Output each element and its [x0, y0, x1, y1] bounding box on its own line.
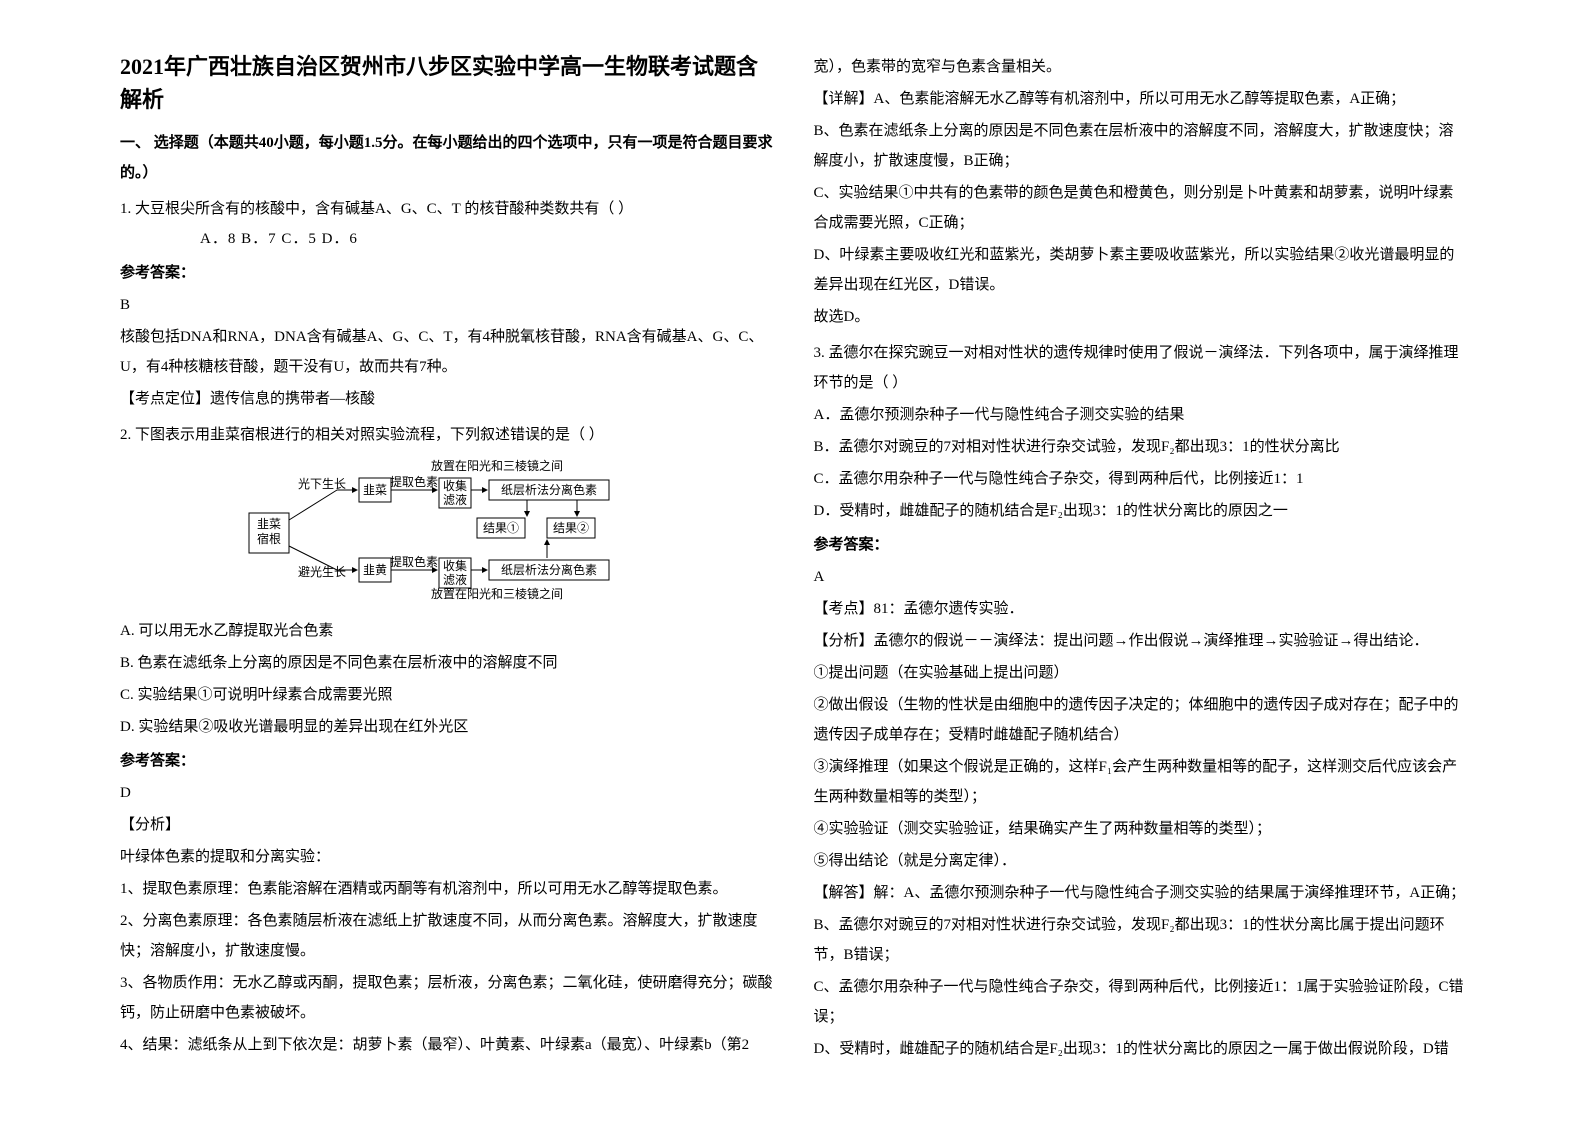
q3-p1: ①提出问题（在实验基础上提出问题）	[814, 658, 1468, 688]
q1-answer: B	[120, 290, 774, 320]
col2-p1: 【详解】A、色素能溶解无水乙醇等有机溶剂中，所以可用无水乙醇等提取色素，A正确；	[814, 84, 1468, 114]
q3-text: 3. 孟德尔在探究豌豆一对相对性状的遗传规律时使用了假说－演绎法．下列各项中，属…	[814, 338, 1468, 398]
q3-p5: ⑤得出结论（就是分离定律）．	[814, 846, 1468, 876]
left-column: 2021年广西壮族自治区贺州市八步区实验中学高一生物联考试题含解析 一、 选择题…	[100, 50, 794, 1072]
q3-optD: D．受精时，雌雄配子的随机结合是F₂出现3：1的性状分离比的原因之一	[814, 496, 1468, 526]
q1-text: 1. 大豆根尖所含有的核酸中，含有碱基A、G、C、T 的核苷酸种类数共有（ ）	[120, 194, 774, 224]
q2-answer-label: 参考答案：	[120, 746, 774, 776]
q3-p3: ③演绎推理（如果这个假说是正确的，这样F₁会产生两种数量相等的配子，这样测交后代…	[814, 752, 1468, 812]
q2-diagram: 放置在阳光和三棱镜之间 韭菜 宿根 光下生长 韭菜 提取色素 收集 滤液 纸层析…	[247, 458, 647, 608]
q3-fenxi: 【分析】孟德尔的假说－－演绎法：提出问题→作出假说→演绎推理→实验验证→得出结论…	[814, 626, 1468, 656]
col2-p4: D、叶绿素主要吸收红光和蓝紫光，类胡萝卜素主要吸收蓝紫光，所以实验结果②收光谱最…	[814, 240, 1468, 300]
right-column: 宽），色素带的宽窄与色素含量相关。 【详解】A、色素能溶解无水乙醇等有机溶剂中，…	[794, 50, 1488, 1072]
q3-jieda1: 【解答】解：A、孟德尔预测杂种子一代与隐性纯合子测交实验的结果属于演绎推理环节，…	[814, 878, 1468, 908]
q1-explanation: 核酸包括DNA和RNA，DNA含有碱基A、G、C、T，有4种脱氧核苷酸，RNA含…	[120, 322, 774, 382]
document-title: 2021年广西壮族自治区贺州市八步区实验中学高一生物联考试题含解析	[120, 50, 774, 116]
svg-text:纸层析法分离色素: 纸层析法分离色素	[501, 562, 597, 577]
svg-text:提取色素: 提取色素	[390, 474, 438, 489]
svg-text:滤液: 滤液	[443, 572, 467, 587]
q2-p4: 4、结果：滤纸条从上到下依次是：胡萝卜素（最窄）、叶黄素、叶绿素a（最宽）、叶绿…	[120, 1030, 774, 1060]
q3-jieda2: B、孟德尔对豌豆的7对相对性状进行杂交试验，发现F₂都出现3：1的性状分离比属于…	[814, 910, 1468, 970]
q2-optC: C. 实验结果①可说明叶绿素合成需要光照	[120, 680, 774, 710]
svg-text:韭菜: 韭菜	[363, 483, 387, 497]
svg-text:结果②: 结果②	[553, 521, 589, 535]
q3-optB: B．孟德尔对豌豆的7对相对性状进行杂交试验，发现F₂都出现3：1的性状分离比	[814, 432, 1468, 462]
q3-answer: A	[814, 562, 1468, 592]
q2-text: 2. 下图表示用韭菜宿根进行的相关对照实验流程，下列叙述错误的是（ ）	[120, 420, 774, 450]
q3-optA: A．孟德尔预测杂种子一代与隐性纯合子测交实验的结果	[814, 400, 1468, 430]
q3-jieda3: C、孟德尔用杂种子一代与隐性纯合子杂交，得到两种后代，比例接近1：1属于实验验证…	[814, 972, 1468, 1032]
q2-answer: D	[120, 778, 774, 808]
diagram-left-2: 宿根	[257, 531, 281, 546]
q1-answer-label: 参考答案：	[120, 258, 774, 288]
svg-text:提取色素: 提取色素	[390, 554, 438, 569]
q2-fenxi: 叶绿体色素的提取和分离实验：	[120, 842, 774, 872]
svg-text:收集: 收集	[443, 478, 467, 493]
q3-kaodian: 【考点】81：孟德尔遗传实验．	[814, 594, 1468, 624]
q2-p2: 2、分离色素原理：各色素随层析液在滤纸上扩散速度不同，从而分离色素。溶解度大，扩…	[120, 906, 774, 966]
svg-text:滤液: 滤液	[443, 492, 467, 507]
q1-kaodian: 【考点定位】遗传信息的携带者—核酸	[120, 384, 774, 414]
svg-text:放置在阳光和三棱镜之间: 放置在阳光和三棱镜之间	[431, 586, 563, 601]
q3-p4: ④实验验证（测交实验验证，结果确实产生了两种数量相等的类型）；	[814, 814, 1468, 844]
q2-optB: B. 色素在滤纸条上分离的原因是不同色素在层析液中的溶解度不同	[120, 648, 774, 678]
q2-optD: D. 实验结果②吸收光谱最明显的差异出现在红外光区	[120, 712, 774, 742]
svg-text:结果①: 结果①	[483, 521, 519, 535]
diagram-top-label: 放置在阳光和三棱镜之间	[431, 458, 563, 473]
q1-options: A．8 B．7 C．5 D．6	[120, 224, 774, 254]
col2-p3: C、实验结果①中共有的色素带的颜色是黄色和橙黄色，则分别是卜叶黄素和胡萝素，说明…	[814, 178, 1468, 238]
q3-p2: ②做出假设（生物的性状是由细胞中的遗传因子决定的；体细胞中的遗传因子成对存在；配…	[814, 690, 1468, 750]
col2-p5: 故选D。	[814, 302, 1468, 332]
diagram-left-1: 韭菜	[257, 517, 281, 531]
q2-p3: 3、各物质作用：无水乙醇或丙酮，提取色素；层析液，分离色素；二氧化硅，使研磨得充…	[120, 968, 774, 1028]
svg-text:避光生长: 避光生长	[298, 565, 346, 579]
q2-optA: A. 可以用无水乙醇提取光合色素	[120, 616, 774, 646]
section-1-header: 一、 选择题（本题共40小题，每小题1.5分。在每小题给出的四个选项中，只有一项…	[120, 128, 774, 188]
q2-fenxi-label: 【分析】	[120, 810, 774, 840]
col2-p0: 宽），色素带的宽窄与色素含量相关。	[814, 52, 1468, 82]
svg-text:纸层析法分离色素: 纸层析法分离色素	[501, 482, 597, 497]
svg-text:收集: 收集	[443, 558, 467, 573]
q3-optC: C．孟德尔用杂种子一代与隐性纯合子杂交，得到两种后代，比例接近1：1	[814, 464, 1468, 494]
col2-p2: B、色素在滤纸条上分离的原因是不同色素在层析液中的溶解度不同，溶解度大，扩散速度…	[814, 116, 1468, 176]
q3-jieda4: D、受精时，雌雄配子的随机结合是F₂出现3：1的性状分离比的原因之一属于做出假说…	[814, 1034, 1468, 1064]
svg-text:光下生长: 光下生长	[298, 477, 346, 491]
q3-answer-label: 参考答案：	[814, 530, 1468, 560]
svg-text:韭黄: 韭黄	[363, 563, 387, 577]
q2-p1: 1、提取色素原理：色素能溶解在酒精或丙酮等有机溶剂中，所以可用无水乙醇等提取色素…	[120, 874, 774, 904]
